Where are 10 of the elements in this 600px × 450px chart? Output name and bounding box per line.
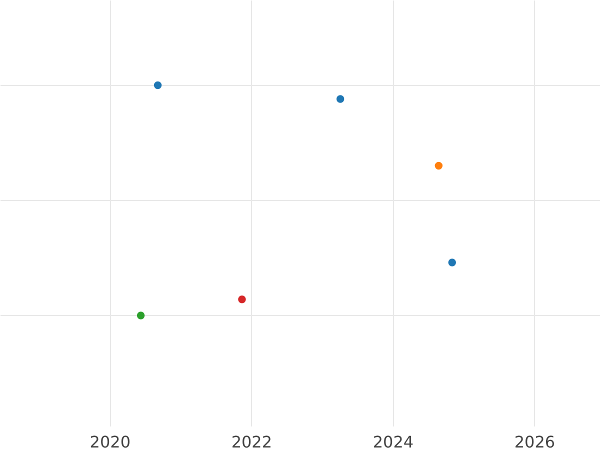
point [136, 312, 145, 320]
point [336, 95, 344, 103]
point [448, 258, 456, 266]
x-tick-label: 2024 [372, 432, 414, 450]
point [434, 162, 443, 170]
x-tick-label: 2022 [231, 432, 272, 450]
x-tick-label: 2026 [514, 432, 556, 450]
point [154, 81, 162, 90]
point [238, 295, 246, 304]
x-tick-label: 2020 [90, 432, 131, 450]
